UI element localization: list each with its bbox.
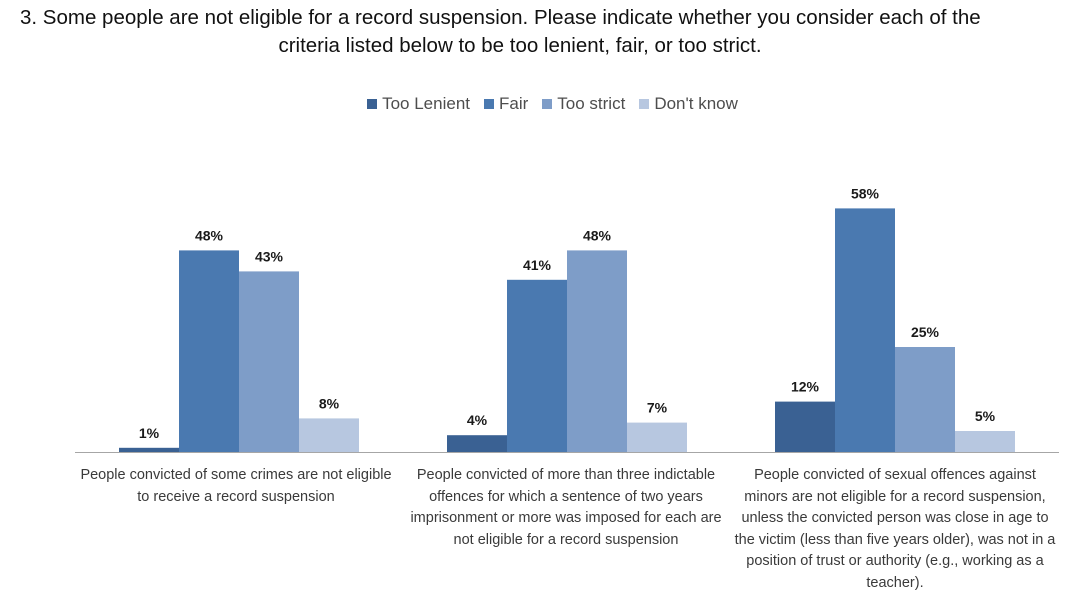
bar-too-lenient-category-1 xyxy=(119,447,179,452)
data-label-too-lenient-category-2: 4% xyxy=(467,412,488,428)
data-label-dont-know-category-3: 5% xyxy=(975,408,996,424)
data-label-fair-category-1: 48% xyxy=(195,227,224,243)
legend-swatch-dont-know xyxy=(639,99,650,109)
chart-title: 3. Some people are not eligible for a re… xyxy=(0,4,1040,60)
bar-fair-category-1 xyxy=(179,250,239,452)
data-label-too-lenient-category-1: 1% xyxy=(139,425,160,441)
bar-too-lenient-category-3 xyxy=(775,401,835,452)
category-label-2: People convicted of more than three indi… xyxy=(410,467,722,548)
data-label-too-strict-category-1: 43% xyxy=(255,248,284,264)
legend-label-dont-know: Don't know xyxy=(654,94,738,113)
bar-dont-know-category-1 xyxy=(299,418,359,452)
bar-too-strict-category-3 xyxy=(895,347,955,452)
bar-too-strict-category-1 xyxy=(239,271,299,452)
chart-title-line-2: criteria listed below to be too lenient,… xyxy=(278,34,762,57)
data-label-fair-category-2: 41% xyxy=(523,257,552,273)
bar-dont-know-category-2 xyxy=(627,422,687,452)
legend-label-too-lenient: Too Lenient xyxy=(382,94,470,113)
legend-item-too-lenient: Too Lenient xyxy=(367,94,470,114)
data-label-too-lenient-category-3: 12% xyxy=(791,379,820,395)
bar-fair-category-3 xyxy=(835,208,895,452)
chart-legend: Too Lenient Fair Too strict Don't know xyxy=(0,94,1080,114)
data-label-too-strict-category-2: 48% xyxy=(583,227,612,243)
category-label-1: People convicted of some crimes are not … xyxy=(80,467,392,505)
legend-label-fair: Fair xyxy=(499,94,529,113)
data-label-too-strict-category-3: 25% xyxy=(911,324,940,340)
data-label-fair-category-3: 58% xyxy=(851,185,880,201)
legend-swatch-too-strict xyxy=(542,99,553,109)
bar-fair-category-2 xyxy=(507,279,567,452)
legend-item-fair: Fair xyxy=(484,94,528,114)
category-label-3: People convicted of sexual offences agai… xyxy=(734,467,1056,591)
legend-item-dont-know: Don't know xyxy=(639,94,738,114)
bar-too-strict-category-2 xyxy=(567,250,627,452)
legend-label-too-strict: Too strict xyxy=(557,94,626,113)
data-label-dont-know-category-2: 7% xyxy=(647,400,668,416)
bar-dont-know-category-3 xyxy=(955,431,1015,452)
chart-title-line-1: 3. Some people are not eligible for a re… xyxy=(20,6,981,29)
bar-too-lenient-category-2 xyxy=(447,435,507,452)
legend-item-too-strict: Too strict xyxy=(542,94,625,114)
legend-swatch-fair xyxy=(484,99,494,109)
data-label-dont-know-category-1: 8% xyxy=(319,395,340,411)
legend-swatch-too-lenient xyxy=(367,99,378,109)
